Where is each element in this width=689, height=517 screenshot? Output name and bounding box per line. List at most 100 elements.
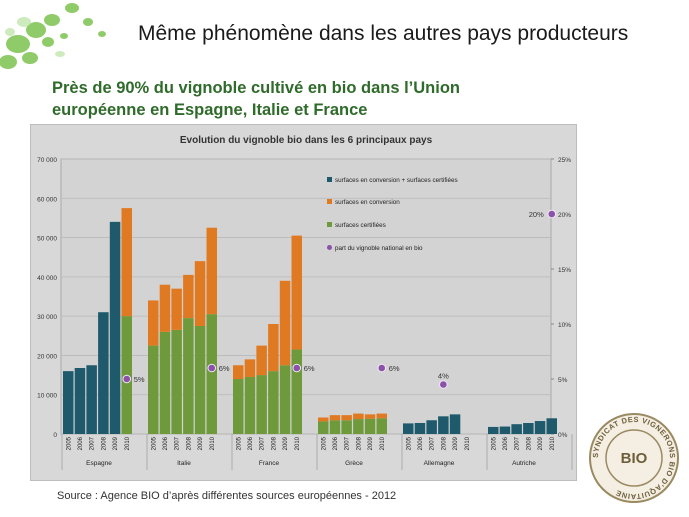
seal-center-text: BIO [621, 450, 648, 467]
bar-conversion [268, 324, 279, 372]
share-label: 4% [438, 372, 449, 381]
bar-conversion [194, 261, 206, 326]
share-marker [207, 363, 217, 373]
source-note: Source : Agence BIO d’après différentes … [57, 490, 397, 502]
share-marker [122, 374, 132, 384]
x-year-label: 2007 [515, 436, 521, 450]
share-label: 6% [304, 364, 315, 373]
y-right-tick-label: 5% [558, 377, 568, 384]
bar-conversion [279, 280, 291, 366]
y-left-tick-label: 30 000 [37, 314, 57, 321]
x-year-label: 2007 [260, 436, 266, 450]
legend-swatch-share [327, 245, 332, 250]
bar-total [511, 424, 522, 434]
bar-certified [206, 314, 217, 434]
share-marker [547, 209, 557, 219]
y-left-tick-label: 40 000 [37, 275, 57, 282]
leaf-decoration [0, 3, 106, 69]
bar-total [414, 423, 426, 434]
bar-certified [279, 365, 291, 434]
bar-conversion [206, 227, 217, 315]
x-year-label: 2009 [283, 436, 289, 450]
bar-total [534, 421, 546, 434]
x-year-label: 2006 [248, 436, 254, 450]
share-marker [377, 363, 387, 373]
x-year-label: 2009 [113, 436, 119, 450]
bar-total [546, 418, 557, 434]
x-year-label: 2005 [151, 436, 157, 450]
y-left-tick-label: 0 [53, 432, 57, 439]
country-label: Italie [177, 460, 191, 467]
y-right-tick-label: 15% [558, 267, 571, 274]
bar-certified [171, 329, 182, 434]
bar-total [86, 365, 97, 434]
y-left-tick-label: 10 000 [37, 393, 57, 400]
share-label: 6% [389, 364, 400, 373]
y-left-tick-label: 50 000 [37, 236, 57, 243]
bar-conversion [159, 284, 171, 332]
bar-conversion [376, 413, 387, 419]
x-year-label: 2006 [503, 436, 509, 450]
share-label: 6% [219, 364, 230, 373]
bar-conversion [353, 413, 364, 420]
bar-conversion [233, 365, 244, 379]
x-year-label: 2010 [465, 436, 471, 450]
bar-total [74, 368, 86, 434]
bar-certified [341, 420, 352, 434]
legend-label-total: surfaces en conversion + surfaces certif… [335, 177, 458, 184]
bar-total [63, 371, 74, 434]
x-year-label: 2006 [78, 436, 84, 450]
bar-conversion [121, 208, 132, 317]
bar-certified [159, 331, 171, 434]
bar-certified [244, 377, 256, 434]
x-year-label: 2008 [356, 436, 362, 450]
plot-area [60, 158, 552, 435]
x-year-label: 2009 [538, 436, 544, 450]
chart-title: Evolution du vignoble bio dans les 6 pri… [180, 135, 433, 146]
y-right-tick-label: 10% [558, 322, 571, 329]
bar-total [449, 414, 461, 434]
bar-conversion [183, 274, 194, 319]
x-year-label: 2007 [90, 436, 96, 450]
bar-certified [291, 349, 302, 434]
y-right-tick-label: 20% [558, 212, 571, 219]
x-year-label: 2005 [236, 436, 242, 450]
country-label: Allemagne [424, 460, 455, 467]
legend-label-conversion: surfaces en conversion [335, 199, 400, 206]
legend-swatch-total [327, 177, 332, 182]
legend-swatch-conversion [327, 199, 332, 204]
x-year-label: 2008 [271, 436, 277, 450]
country-label: Grèce [345, 460, 363, 467]
x-year-label: 2008 [186, 436, 192, 450]
share-marker [439, 380, 448, 389]
share-marker [292, 363, 302, 373]
slide-title: Même phénomène dans les autres pays prod… [138, 22, 629, 45]
bar-conversion [171, 288, 182, 330]
bar-chart: Evolution du vignoble bio dans les 6 pri… [37, 135, 573, 470]
subtitle-line-2: européenne en Espagne, Italie et France [52, 101, 368, 119]
bar-total [109, 221, 121, 434]
x-year-label: 2010 [380, 436, 386, 450]
x-year-label: 2006 [333, 436, 339, 450]
bar-certified [233, 379, 244, 434]
bar-conversion [148, 300, 159, 346]
bar-certified [364, 418, 376, 434]
x-year-label: 2005 [406, 436, 412, 450]
bar-total [488, 426, 499, 434]
bar-certified [376, 418, 387, 434]
share-label: 20% [529, 210, 544, 219]
country-label: Autriche [512, 460, 536, 467]
x-year-label: 2007 [430, 436, 436, 450]
bar-certified [268, 371, 279, 434]
x-year-label: 2009 [453, 436, 459, 450]
legend-label-certified: surfaces certifiées [335, 222, 386, 229]
country-label: Espagne [86, 460, 112, 467]
y-left-tick-label: 70 000 [37, 157, 57, 164]
x-year-label: 2005 [66, 436, 72, 450]
x-year-label: 2005 [321, 436, 327, 450]
share-label: 5% [134, 375, 145, 384]
bar-certified [318, 421, 329, 434]
x-year-label: 2006 [418, 436, 424, 450]
bar-total [499, 426, 511, 434]
y-left-tick-label: 20 000 [37, 353, 57, 360]
